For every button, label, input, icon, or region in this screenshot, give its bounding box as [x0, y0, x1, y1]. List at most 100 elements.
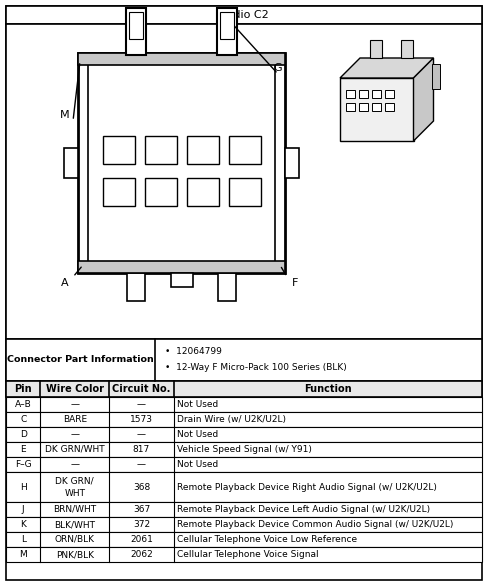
- Bar: [220, 12, 234, 39]
- Bar: [170, 273, 192, 287]
- Text: Remote Playback Device Common Audio Signal (w/ U2K/U2L): Remote Playback Device Common Audio Sign…: [177, 520, 453, 529]
- Bar: [186, 178, 219, 206]
- Bar: [370, 40, 382, 58]
- Bar: [88, 63, 275, 263]
- Polygon shape: [340, 58, 433, 78]
- Bar: [6, 472, 482, 502]
- Bar: [346, 90, 355, 98]
- Text: Function: Function: [304, 384, 351, 394]
- Bar: [6, 457, 482, 472]
- Text: Remote Playback Device Left Audio Signal (w/ U2K/U2L): Remote Playback Device Left Audio Signal…: [177, 505, 429, 514]
- Bar: [6, 427, 482, 442]
- Text: Not Used: Not Used: [177, 400, 218, 409]
- Bar: [372, 103, 381, 111]
- Polygon shape: [413, 58, 433, 141]
- Text: DK GRN/WHT: DK GRN/WHT: [45, 445, 104, 454]
- Text: —: —: [70, 400, 79, 409]
- Bar: [78, 53, 285, 273]
- Bar: [6, 397, 482, 412]
- Text: Cellular Telephone Voice Signal: Cellular Telephone Voice Signal: [177, 550, 318, 559]
- Bar: [144, 136, 177, 164]
- Text: BLK/WHT: BLK/WHT: [54, 520, 95, 529]
- Bar: [6, 442, 482, 457]
- Text: Wire Color: Wire Color: [46, 384, 104, 394]
- Text: BARE: BARE: [63, 415, 87, 424]
- Text: Drain Wire (w/ U2K/U2L): Drain Wire (w/ U2K/U2L): [177, 415, 285, 424]
- Bar: [6, 502, 482, 517]
- Text: M: M: [19, 550, 27, 559]
- Bar: [126, 8, 146, 55]
- Text: —: —: [137, 400, 146, 409]
- Bar: [102, 178, 135, 206]
- Bar: [218, 273, 236, 301]
- Bar: [431, 64, 440, 90]
- Text: 372: 372: [133, 520, 150, 529]
- Bar: [359, 90, 368, 98]
- Bar: [228, 178, 261, 206]
- Text: A: A: [61, 278, 69, 288]
- Text: Pin: Pin: [14, 384, 32, 394]
- Bar: [217, 8, 237, 55]
- Text: F–G: F–G: [15, 460, 31, 469]
- Bar: [6, 517, 482, 532]
- Bar: [64, 148, 78, 178]
- Bar: [6, 381, 482, 397]
- Bar: [102, 136, 135, 164]
- Text: Radio C2: Radio C2: [219, 10, 269, 20]
- Text: 817: 817: [133, 445, 150, 454]
- Bar: [346, 103, 355, 111]
- Bar: [228, 136, 261, 164]
- Text: 1573: 1573: [130, 415, 153, 424]
- Text: Connector Part Information: Connector Part Information: [7, 356, 154, 364]
- Text: 368: 368: [133, 482, 150, 492]
- Text: M: M: [60, 110, 70, 120]
- Bar: [186, 136, 219, 164]
- Text: F: F: [292, 278, 298, 288]
- Text: Circuit No.: Circuit No.: [112, 384, 171, 394]
- Bar: [6, 24, 482, 339]
- Text: PNK/BLK: PNK/BLK: [56, 550, 94, 559]
- Text: —: —: [137, 460, 146, 469]
- Bar: [6, 532, 482, 547]
- Text: •  12064799: • 12064799: [165, 346, 222, 356]
- Bar: [372, 90, 381, 98]
- Bar: [78, 53, 285, 65]
- Bar: [385, 103, 394, 111]
- Bar: [6, 6, 482, 24]
- Bar: [6, 547, 482, 562]
- Bar: [359, 103, 368, 111]
- Bar: [401, 40, 413, 58]
- Text: L: L: [20, 535, 26, 544]
- Bar: [144, 178, 177, 206]
- Text: —: —: [70, 460, 79, 469]
- Text: DK GRN/: DK GRN/: [56, 476, 94, 485]
- Bar: [6, 412, 482, 427]
- Text: H: H: [20, 482, 26, 492]
- Text: —: —: [70, 430, 79, 439]
- Text: Remote Playback Device Right Audio Signal (w/ U2K/U2L): Remote Playback Device Right Audio Signa…: [177, 482, 436, 492]
- Text: G: G: [274, 63, 283, 73]
- Bar: [6, 339, 482, 381]
- Text: ORN/BLK: ORN/BLK: [55, 535, 95, 544]
- Bar: [129, 12, 143, 39]
- Text: A–B: A–B: [15, 400, 32, 409]
- Text: 367: 367: [133, 505, 150, 514]
- Bar: [127, 273, 145, 301]
- Text: E: E: [20, 445, 26, 454]
- Text: 2062: 2062: [130, 550, 153, 559]
- Bar: [385, 90, 394, 98]
- Text: Not Used: Not Used: [177, 430, 218, 439]
- Text: K: K: [20, 520, 26, 529]
- Text: —: —: [137, 430, 146, 439]
- Text: Cellular Telephone Voice Low Reference: Cellular Telephone Voice Low Reference: [177, 535, 357, 544]
- Text: BRN/WHT: BRN/WHT: [53, 505, 96, 514]
- Text: Vehicle Speed Signal (w/ Y91): Vehicle Speed Signal (w/ Y91): [177, 445, 311, 454]
- Text: Not Used: Not Used: [177, 460, 218, 469]
- Bar: [78, 261, 285, 273]
- Text: •  12-Way F Micro-Pack 100 Series (BLK): • 12-Way F Micro-Pack 100 Series (BLK): [165, 363, 347, 372]
- Text: D: D: [20, 430, 26, 439]
- Bar: [340, 78, 413, 141]
- Text: C: C: [20, 415, 26, 424]
- Bar: [285, 148, 299, 178]
- Text: 2061: 2061: [130, 535, 153, 544]
